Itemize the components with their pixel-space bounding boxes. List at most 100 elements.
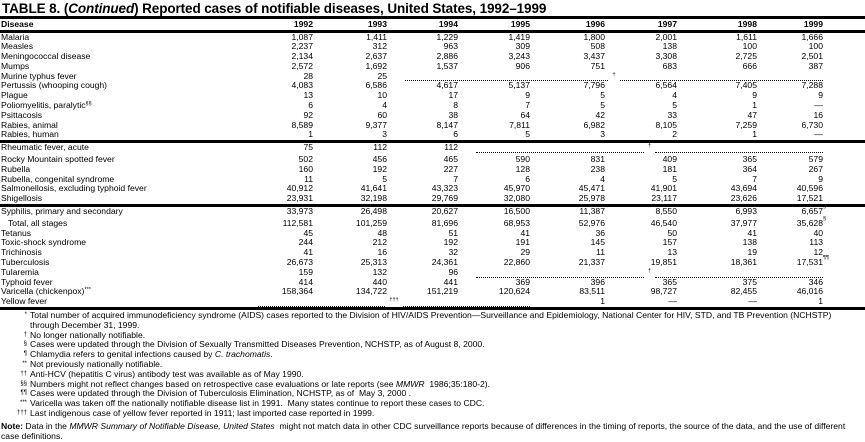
table-row: Murine typhus fever 28 25 † bbox=[0, 70, 865, 82]
case-value: 465 bbox=[443, 154, 458, 165]
case-count: 23,931 bbox=[240, 193, 313, 204]
case-count: 5,137 bbox=[458, 81, 530, 91]
disease-label: Tularemia bbox=[1, 266, 39, 277]
case-count: 191 bbox=[458, 238, 530, 248]
case-value: 831 bbox=[590, 154, 605, 165]
case-value: 1,411 bbox=[366, 31, 387, 42]
case-count: 29,769 bbox=[387, 193, 458, 204]
case-value: 17,521 bbox=[796, 193, 823, 204]
case-count: 52,976 bbox=[530, 218, 605, 229]
case-count: 5 bbox=[458, 130, 530, 140]
case-value: 10 bbox=[377, 90, 387, 101]
case-count: 5 bbox=[605, 100, 677, 111]
case-value: 16,500 bbox=[503, 206, 530, 217]
case-value: 41 bbox=[747, 227, 757, 238]
case-count: 365 bbox=[605, 277, 677, 288]
header-year: 1995 bbox=[510, 19, 530, 29]
dotted-leader bbox=[655, 146, 823, 154]
case-count: 19,851 bbox=[605, 257, 677, 268]
case-value: 4 bbox=[672, 90, 677, 101]
dotted-not-notifiable: † bbox=[458, 143, 823, 154]
case-count: 7,259 bbox=[677, 120, 757, 131]
dotted-leader bbox=[619, 74, 823, 82]
case-count: 1 bbox=[240, 130, 313, 140]
footnotes: * Total number of acquired immunodeficien… bbox=[0, 310, 865, 441]
case-value: 40,596 bbox=[796, 183, 823, 194]
case-count: 683 bbox=[605, 61, 677, 72]
footnote-marker: §§ bbox=[20, 380, 27, 387]
case-value: 98,727 bbox=[650, 286, 677, 297]
case-count: 212 bbox=[313, 238, 387, 248]
case-value: 440 bbox=[372, 276, 387, 287]
case-value: 43,323 bbox=[431, 183, 458, 194]
disease-label: Poliomyelitis, paralytic bbox=[1, 100, 86, 111]
case-count: 244 bbox=[240, 238, 313, 248]
table-row: Syphilis, primary and secondary 33,973 26,… bbox=[0, 204, 865, 217]
case-count: 51 bbox=[387, 227, 458, 239]
case-value: 51 bbox=[448, 227, 458, 238]
dotted-not-notifiable: ††† bbox=[240, 297, 530, 308]
case-count: 5 bbox=[313, 174, 387, 185]
case-value: 45,970 bbox=[503, 183, 530, 194]
case-count: 6 bbox=[387, 130, 458, 140]
case-count: 309 bbox=[458, 41, 530, 52]
case-count: 41,901 bbox=[605, 184, 677, 194]
case-value: 28 bbox=[303, 70, 313, 81]
case-value: 6,657 bbox=[801, 206, 823, 217]
footnote-text: Varicella was taken off the nationally n… bbox=[30, 398, 860, 409]
footnote-text: Anti-HCV (hepatitis C virus) antibody te… bbox=[30, 369, 860, 380]
header-year: 1997 bbox=[657, 19, 677, 29]
case-value: 16 bbox=[813, 109, 823, 120]
case-count: — bbox=[748, 296, 757, 307]
case-value: 112 bbox=[444, 142, 458, 153]
case-value: 134,722 bbox=[355, 286, 387, 297]
text-segment: MMWR bbox=[395, 378, 425, 389]
case-count: 16 bbox=[313, 247, 387, 258]
case-count: 346 bbox=[757, 277, 823, 288]
case-count: 963 bbox=[387, 41, 458, 52]
case-count: 1 bbox=[818, 296, 823, 307]
case-value: 5 bbox=[672, 173, 677, 184]
header-rule bbox=[0, 29, 865, 33]
case-value: 6 bbox=[525, 173, 530, 184]
text-segment: Data in the bbox=[22, 420, 70, 431]
case-value: 32 bbox=[448, 247, 458, 258]
case-value: 4,617 bbox=[436, 80, 458, 91]
case-value: 82,455 bbox=[730, 286, 757, 297]
case-value: 8,589 bbox=[291, 119, 313, 130]
case-value: 41,641 bbox=[360, 183, 387, 194]
case-count: 101,259 bbox=[313, 218, 387, 229]
case-count: 40,596 bbox=[757, 184, 823, 194]
case-count: 6,586 bbox=[313, 81, 387, 91]
case-count: 181 bbox=[605, 164, 677, 175]
case-value: 4 bbox=[382, 100, 387, 111]
disease-label: Meningococcal disease bbox=[1, 51, 91, 62]
case-value: 29 bbox=[520, 247, 530, 258]
table-row: Tularemia 159 132 96 † bbox=[0, 266, 865, 278]
text-segment: Not previously nationally notifiable. bbox=[30, 359, 163, 369]
text-segment: MMWR Summary of Notifiable Disease, Unit… bbox=[69, 420, 275, 431]
title-prefix: TABLE 8. ( bbox=[2, 1, 69, 16]
case-value: 19 bbox=[747, 247, 757, 258]
case-count: 35,628 § bbox=[796, 215, 827, 228]
disease-label: Toxic-shock syndrome bbox=[1, 237, 87, 248]
case-count: 8,105 bbox=[605, 120, 677, 131]
case-count: 7,405 bbox=[677, 81, 757, 91]
case-count: 17 bbox=[387, 90, 458, 101]
case-count: 6,564 bbox=[605, 81, 677, 91]
case-value: — bbox=[814, 129, 823, 140]
header-year: 1998 bbox=[737, 19, 757, 29]
case-value: 6 bbox=[308, 100, 313, 111]
note-label: Note: bbox=[1, 420, 23, 431]
case-count: 9 bbox=[677, 90, 757, 101]
case-count: 441 bbox=[387, 277, 458, 288]
case-count: 160 bbox=[240, 164, 313, 175]
case-count: 192 bbox=[313, 164, 387, 175]
case-value: 46,016 bbox=[796, 286, 823, 297]
case-value: 579 bbox=[808, 154, 823, 165]
case-count: 2,501 bbox=[757, 51, 823, 62]
table-row: Rabies, animal 8,589 9,377 8,147 7,811 6,982 8… bbox=[0, 119, 865, 131]
case-value: 7 bbox=[453, 173, 458, 184]
header-year: 1996 bbox=[585, 19, 605, 29]
case-count: 11,387 bbox=[530, 206, 605, 217]
